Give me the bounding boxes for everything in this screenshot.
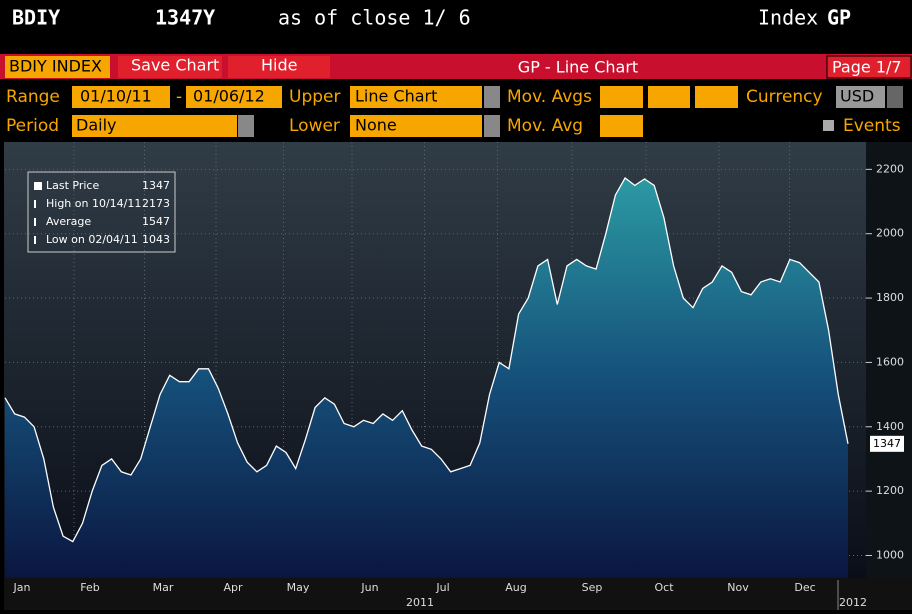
end: 01/06/12 — [193, 87, 265, 106]
function: GP — [827, 6, 851, 30]
year-label: 2012 — [839, 596, 867, 609]
index: Index — [758, 6, 818, 30]
period-box[interactable] — [72, 115, 237, 137]
security-box[interactable] — [5, 56, 110, 78]
legend-value: 1043 — [142, 233, 170, 246]
period-value: Daily — [76, 116, 116, 135]
page-label: Page 1/7 — [832, 58, 902, 77]
dropdown-arrow[interactable] — [484, 86, 500, 108]
x-tick-label: Jan — [13, 581, 31, 594]
dropdown-arrow[interactable] — [887, 86, 903, 108]
area — [5, 178, 848, 578]
y-tick-label: 1400 — [876, 420, 904, 433]
upper-label: Upper — [289, 87, 340, 107]
currency-value: USD — [840, 87, 874, 106]
x-tick-label: Oct — [654, 581, 674, 594]
dropdown-arrow[interactable] — [484, 115, 500, 137]
lower-label: Lower — [289, 116, 340, 136]
mov-avg-box[interactable] — [695, 86, 738, 108]
legend-symbol — [34, 236, 36, 244]
legend-symbol — [34, 218, 36, 226]
range-label: Range — [6, 87, 60, 107]
lower-box[interactable] — [350, 115, 482, 137]
y-tick-label: 1600 — [876, 355, 904, 368]
mov-avg-box[interactable] — [648, 86, 690, 108]
x-tick-label: Mar — [153, 581, 174, 594]
dash: - — [176, 87, 182, 107]
y-tick-label: 1000 — [876, 548, 904, 561]
save-label: Save Chart — [131, 56, 219, 75]
upper-box[interactable] — [350, 86, 482, 108]
y-tick-label: 1200 — [876, 484, 904, 497]
dropdown-arrow[interactable] — [238, 115, 254, 137]
legend-label: High on 10/14/11 — [46, 197, 141, 210]
legend-label: Low on 02/04/11 — [46, 233, 138, 246]
currency-box[interactable] — [836, 86, 885, 108]
legend-label: Last Price — [46, 179, 99, 192]
x-tick-label: Feb — [80, 581, 99, 594]
legend-value: 2173 — [142, 197, 170, 210]
x-tick-label: Dec — [794, 581, 815, 594]
legend-label: Average — [46, 215, 91, 228]
lower-value: None — [355, 116, 397, 135]
mov-avgs-label: Mov. Avgs — [507, 87, 592, 107]
last-value-tag — [870, 435, 904, 452]
price-line — [4, 177, 849, 543]
x-tick-label: Jul — [435, 581, 449, 594]
x-tick-label: Nov — [727, 581, 749, 594]
y-tick-label: 1800 — [876, 291, 904, 304]
start: 01/10/11 — [80, 87, 152, 106]
year-label: 2011 — [406, 596, 434, 609]
last-value-label: 1347 — [873, 437, 901, 450]
mov-avg-label: Mov. Avg — [507, 116, 583, 136]
currency-label: Currency — [746, 87, 823, 107]
x-tick-label: May — [287, 581, 310, 594]
mov-avg-box[interactable] — [600, 115, 643, 137]
legend — [27, 171, 176, 253]
period-label: Period — [6, 116, 59, 136]
close-date: as of close 1/ 6 — [278, 6, 471, 30]
axis-area — [866, 142, 912, 578]
x-tick-label: Jun — [360, 581, 378, 594]
y-tick-label: 2200 — [876, 162, 904, 175]
price: 1347Y — [155, 6, 215, 30]
ticker: BDIY — [12, 6, 60, 30]
page-button[interactable] — [826, 55, 912, 79]
end-box[interactable] — [186, 86, 282, 108]
legend-value: 1547 — [142, 215, 170, 228]
toolbar-title: GP - Line Chart — [518, 58, 638, 77]
security: BDIY INDEX — [9, 57, 102, 76]
x-tick-label: Sep — [582, 581, 603, 594]
legend-value: 1347 — [142, 179, 170, 192]
legend-symbol — [34, 182, 42, 190]
upper-value: Line Chart — [355, 87, 437, 106]
x-tick-label: Aug — [505, 581, 526, 594]
y-tick-label: 2000 — [876, 227, 904, 240]
legend-symbol — [34, 200, 36, 208]
x-tick-label: Apr — [223, 581, 243, 594]
hide-label: Hide — [261, 56, 297, 75]
hide-button[interactable] — [228, 56, 330, 78]
events-label: Events — [843, 116, 901, 136]
save-button[interactable] — [118, 56, 222, 78]
start-box[interactable] — [72, 86, 170, 108]
events-checkbox[interactable] — [823, 120, 834, 131]
x-axis-area — [4, 578, 912, 610]
mov-avg-box[interactable] — [600, 86, 643, 108]
